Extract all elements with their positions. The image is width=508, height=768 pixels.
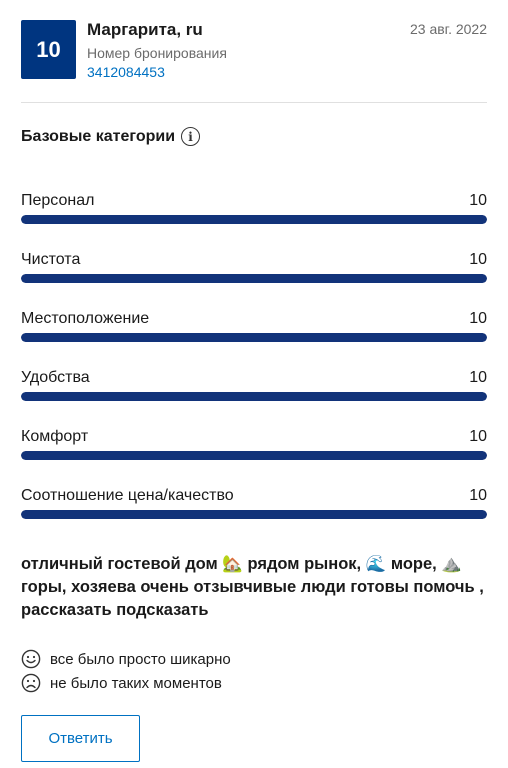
category-row: Чистота 10	[21, 251, 487, 291]
frown-icon	[21, 673, 41, 693]
booking-number-label: Номер бронирования	[87, 45, 227, 61]
smile-icon	[21, 649, 41, 669]
negative-comment: не было таких моментов	[21, 673, 222, 693]
negative-comment-text: не было таких моментов	[50, 674, 222, 692]
score-badge: 10	[21, 20, 76, 79]
category-score: 10	[469, 369, 487, 386]
positive-comment-text: все было просто шикарно	[50, 650, 231, 668]
category-bar-fill	[21, 451, 487, 460]
category-bar-track	[21, 333, 487, 342]
category-bar-fill	[21, 392, 487, 401]
categories-title: Базовые категории i	[21, 127, 201, 146]
category-row: Удобства 10	[21, 369, 487, 409]
review-date: 23 авг. 2022	[409, 21, 487, 37]
category-score: 10	[469, 487, 487, 504]
category-label: Удобства	[21, 369, 90, 386]
category-row: Персонал 10	[21, 192, 487, 232]
review-text: отличный гостевой дом 🏡 рядом рынок, 🌊 м…	[21, 555, 484, 619]
category-score: 10	[469, 428, 487, 445]
category-score: 10	[469, 192, 487, 209]
category-bar-fill	[21, 274, 487, 283]
category-score: 10	[469, 310, 487, 327]
category-bar-track	[21, 510, 487, 519]
category-score: 10	[469, 251, 487, 268]
category-bar-fill	[21, 333, 487, 342]
reviewer-name: Маргарита, ru	[87, 20, 203, 39]
category-bar-track	[21, 451, 487, 460]
category-bar-fill	[21, 215, 487, 224]
category-label: Комфорт	[21, 428, 89, 445]
categories-title-text: Базовые категории	[21, 127, 176, 145]
category-label: Соотношение цена/качество	[21, 487, 234, 504]
info-icon[interactable]: i	[181, 127, 201, 146]
category-row: Местоположение 10	[21, 310, 487, 350]
category-row: Соотношение цена/качество 10	[21, 487, 487, 527]
category-bar-track	[21, 215, 487, 224]
category-row: Комфорт 10	[21, 428, 487, 468]
divider	[21, 102, 487, 103]
positive-comment: все было просто шикарно	[21, 649, 231, 669]
booking-number-link[interactable]: 3412084453	[87, 64, 165, 80]
category-label: Персонал	[21, 192, 95, 209]
category-bar-fill	[21, 510, 487, 519]
review-header: 10 Маргарита, ru Номер бронирования 3412…	[21, 20, 487, 82]
category-bar-track	[21, 392, 487, 401]
category-bar-track	[21, 274, 487, 283]
reply-button[interactable]: Ответить	[21, 715, 140, 762]
category-label: Чистота	[21, 251, 81, 268]
category-label: Местоположение	[21, 310, 150, 327]
